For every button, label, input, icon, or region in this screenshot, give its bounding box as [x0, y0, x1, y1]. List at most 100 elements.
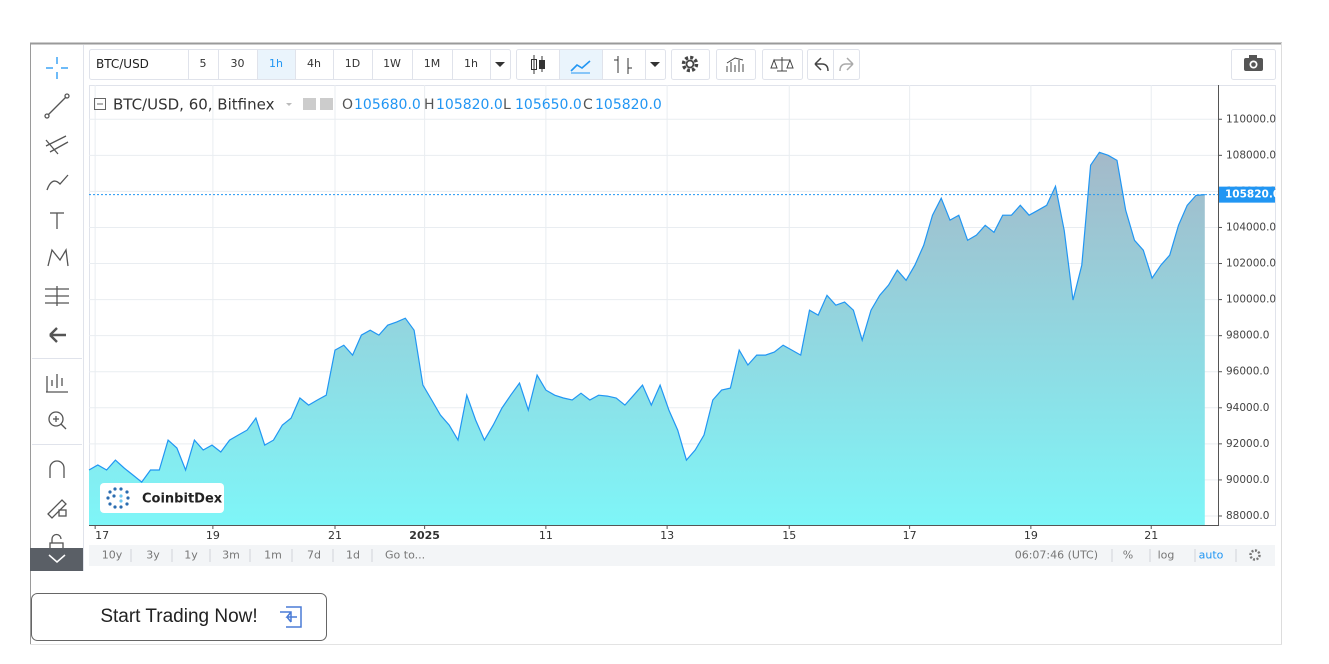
watermark: CoinbitDex — [100, 483, 224, 513]
range-button[interactable]: 1y — [184, 549, 198, 562]
compare-button[interactable] — [770, 57, 794, 72]
y-tick-label: 94000.0 — [1226, 402, 1269, 414]
y-tick-label: 96000.0 — [1226, 366, 1269, 378]
x-tick-label: 17 — [903, 529, 917, 542]
clock: 06:07:46 (UTC) — [1015, 549, 1098, 562]
redo-button[interactable] — [839, 57, 854, 72]
legend-dropdown[interactable] — [286, 103, 292, 106]
x-tick-label: 2025 — [409, 529, 440, 542]
interval-button[interactable]: 1h — [269, 57, 283, 70]
left-toolbar — [30, 45, 84, 571]
scale-option[interactable]: auto — [1199, 549, 1224, 562]
ohlc-value: 105820.0 — [436, 97, 503, 113]
top-toolbar — [89, 49, 1276, 80]
last-price-box — [1219, 186, 1275, 203]
prediction-tool[interactable] — [45, 286, 69, 306]
plot: 105820.0 — [88, 151, 1280, 526]
active-interval-bg — [257, 50, 295, 79]
y-tick-label: 104000.0 — [1226, 221, 1276, 233]
collapse-arrow — [48, 554, 66, 563]
back-tool[interactable] — [49, 327, 66, 343]
range-button[interactable]: 1m — [264, 549, 282, 562]
style-dropdown[interactable] — [650, 62, 660, 67]
area-style[interactable] — [570, 60, 591, 72]
text-tool[interactable] — [50, 212, 64, 229]
legend-ohlc: O 105680.0 H 105820.0 L 105650.0 C 105820.0 — [342, 97, 662, 113]
interval-button[interactable]: 1M — [424, 57, 441, 70]
ohlc-key: C — [583, 97, 593, 113]
range-button[interactable]: 3y — [146, 549, 160, 562]
range-button[interactable]: 10y — [102, 549, 123, 562]
collapse-toolbar[interactable] — [30, 548, 83, 571]
y-tick-label: 88000.0 — [1226, 510, 1269, 522]
range-button[interactable]: 1d — [346, 549, 360, 562]
ohlc-key: H — [424, 97, 435, 113]
legend-eye[interactable] — [303, 98, 316, 110]
scale-option[interactable]: log — [1158, 549, 1175, 562]
last-price-label: 105820.0 — [1225, 189, 1280, 201]
area-fill — [89, 152, 1205, 526]
ohlc-key: O — [342, 97, 353, 113]
range-button[interactable]: 3m — [222, 549, 240, 562]
bars-style[interactable] — [614, 56, 632, 74]
cta-icon — [280, 606, 302, 628]
trend-line-tool[interactable] — [44, 93, 70, 119]
active-style-bg — [560, 50, 602, 79]
bottom-bar — [89, 545, 1275, 566]
bottom-items: 10y 3y 1y 3m 1m 7d 1d Go to... 06:07:46 (UTC)% lo… — [102, 549, 1237, 562]
ohlc-value: 105820.0 — [595, 97, 662, 113]
zoom-tool[interactable] — [48, 411, 67, 430]
y-tick-label: 92000.0 — [1226, 438, 1269, 450]
screenshot-button[interactable] — [1244, 55, 1263, 71]
y-tick-label: 110000.0 — [1226, 113, 1276, 125]
brush-tool[interactable] — [46, 174, 69, 191]
pattern-tool[interactable] — [47, 248, 69, 267]
x-tick-label: 11 — [539, 529, 553, 542]
x-tick-label: 21 — [1144, 529, 1158, 542]
y-tick-label: 108000.0 — [1226, 149, 1276, 161]
interval-button[interactable]: 1D — [345, 57, 360, 70]
candles-style[interactable] — [531, 55, 545, 74]
watermark-text: CoinbitDex — [142, 492, 223, 507]
scale-option[interactable]: % — [1123, 549, 1133, 562]
ohlc-value: 105650.0 — [515, 97, 582, 113]
collapse-legend[interactable] — [94, 98, 106, 110]
cta-label: Start Trading Now! — [100, 606, 257, 627]
ohlc-key: L — [503, 97, 511, 113]
lock-draw-tool[interactable] — [47, 499, 67, 519]
settings-button[interactable] — [681, 55, 699, 73]
price-line — [88, 151, 1205, 483]
undo-button[interactable] — [814, 57, 829, 72]
cta-button[interactable]: Start Trading Now! — [31, 593, 327, 641]
goto-button[interactable]: Go to... — [385, 549, 425, 562]
interval-button[interactable]: 1W — [383, 57, 401, 70]
pitchfork-tool[interactable] — [45, 135, 69, 155]
x-tick-label: 21 — [328, 529, 342, 542]
x-tick-label: 13 — [660, 529, 674, 542]
y-tick-label: 100000.0 — [1226, 294, 1276, 306]
interval-button[interactable]: 1h — [464, 57, 478, 70]
interval-button[interactable]: 30 — [231, 57, 245, 70]
interval-button[interactable]: 4h — [307, 57, 321, 70]
range-button[interactable]: 7d — [307, 549, 321, 562]
magnet-tool[interactable] — [49, 460, 65, 478]
y-tick-label: 90000.0 — [1226, 474, 1269, 486]
legend-title: BTC/USD, 60, Bitfinex — [113, 96, 275, 114]
symbol-input[interactable]: BTC/USD — [96, 57, 149, 71]
legend-settings[interactable] — [320, 98, 333, 110]
measure-tool[interactable] — [46, 374, 68, 393]
x-tick-label: 19 — [206, 529, 220, 542]
y-tick-label: 98000.0 — [1226, 330, 1269, 342]
interval-dropdown[interactable] — [495, 62, 505, 67]
bottom-settings[interactable] — [1249, 549, 1261, 561]
x-tick-label: 17 — [95, 529, 109, 542]
interval-button[interactable]: 5 — [200, 57, 207, 70]
crosshair-tool[interactable] — [46, 57, 68, 79]
y-tick-label: 102000.0 — [1226, 258, 1276, 270]
indicators-button[interactable] — [726, 57, 744, 72]
ohlc-value: 105680.0 — [354, 97, 421, 113]
x-tick-label: 19 — [1024, 529, 1038, 542]
x-tick-label: 15 — [782, 529, 796, 542]
